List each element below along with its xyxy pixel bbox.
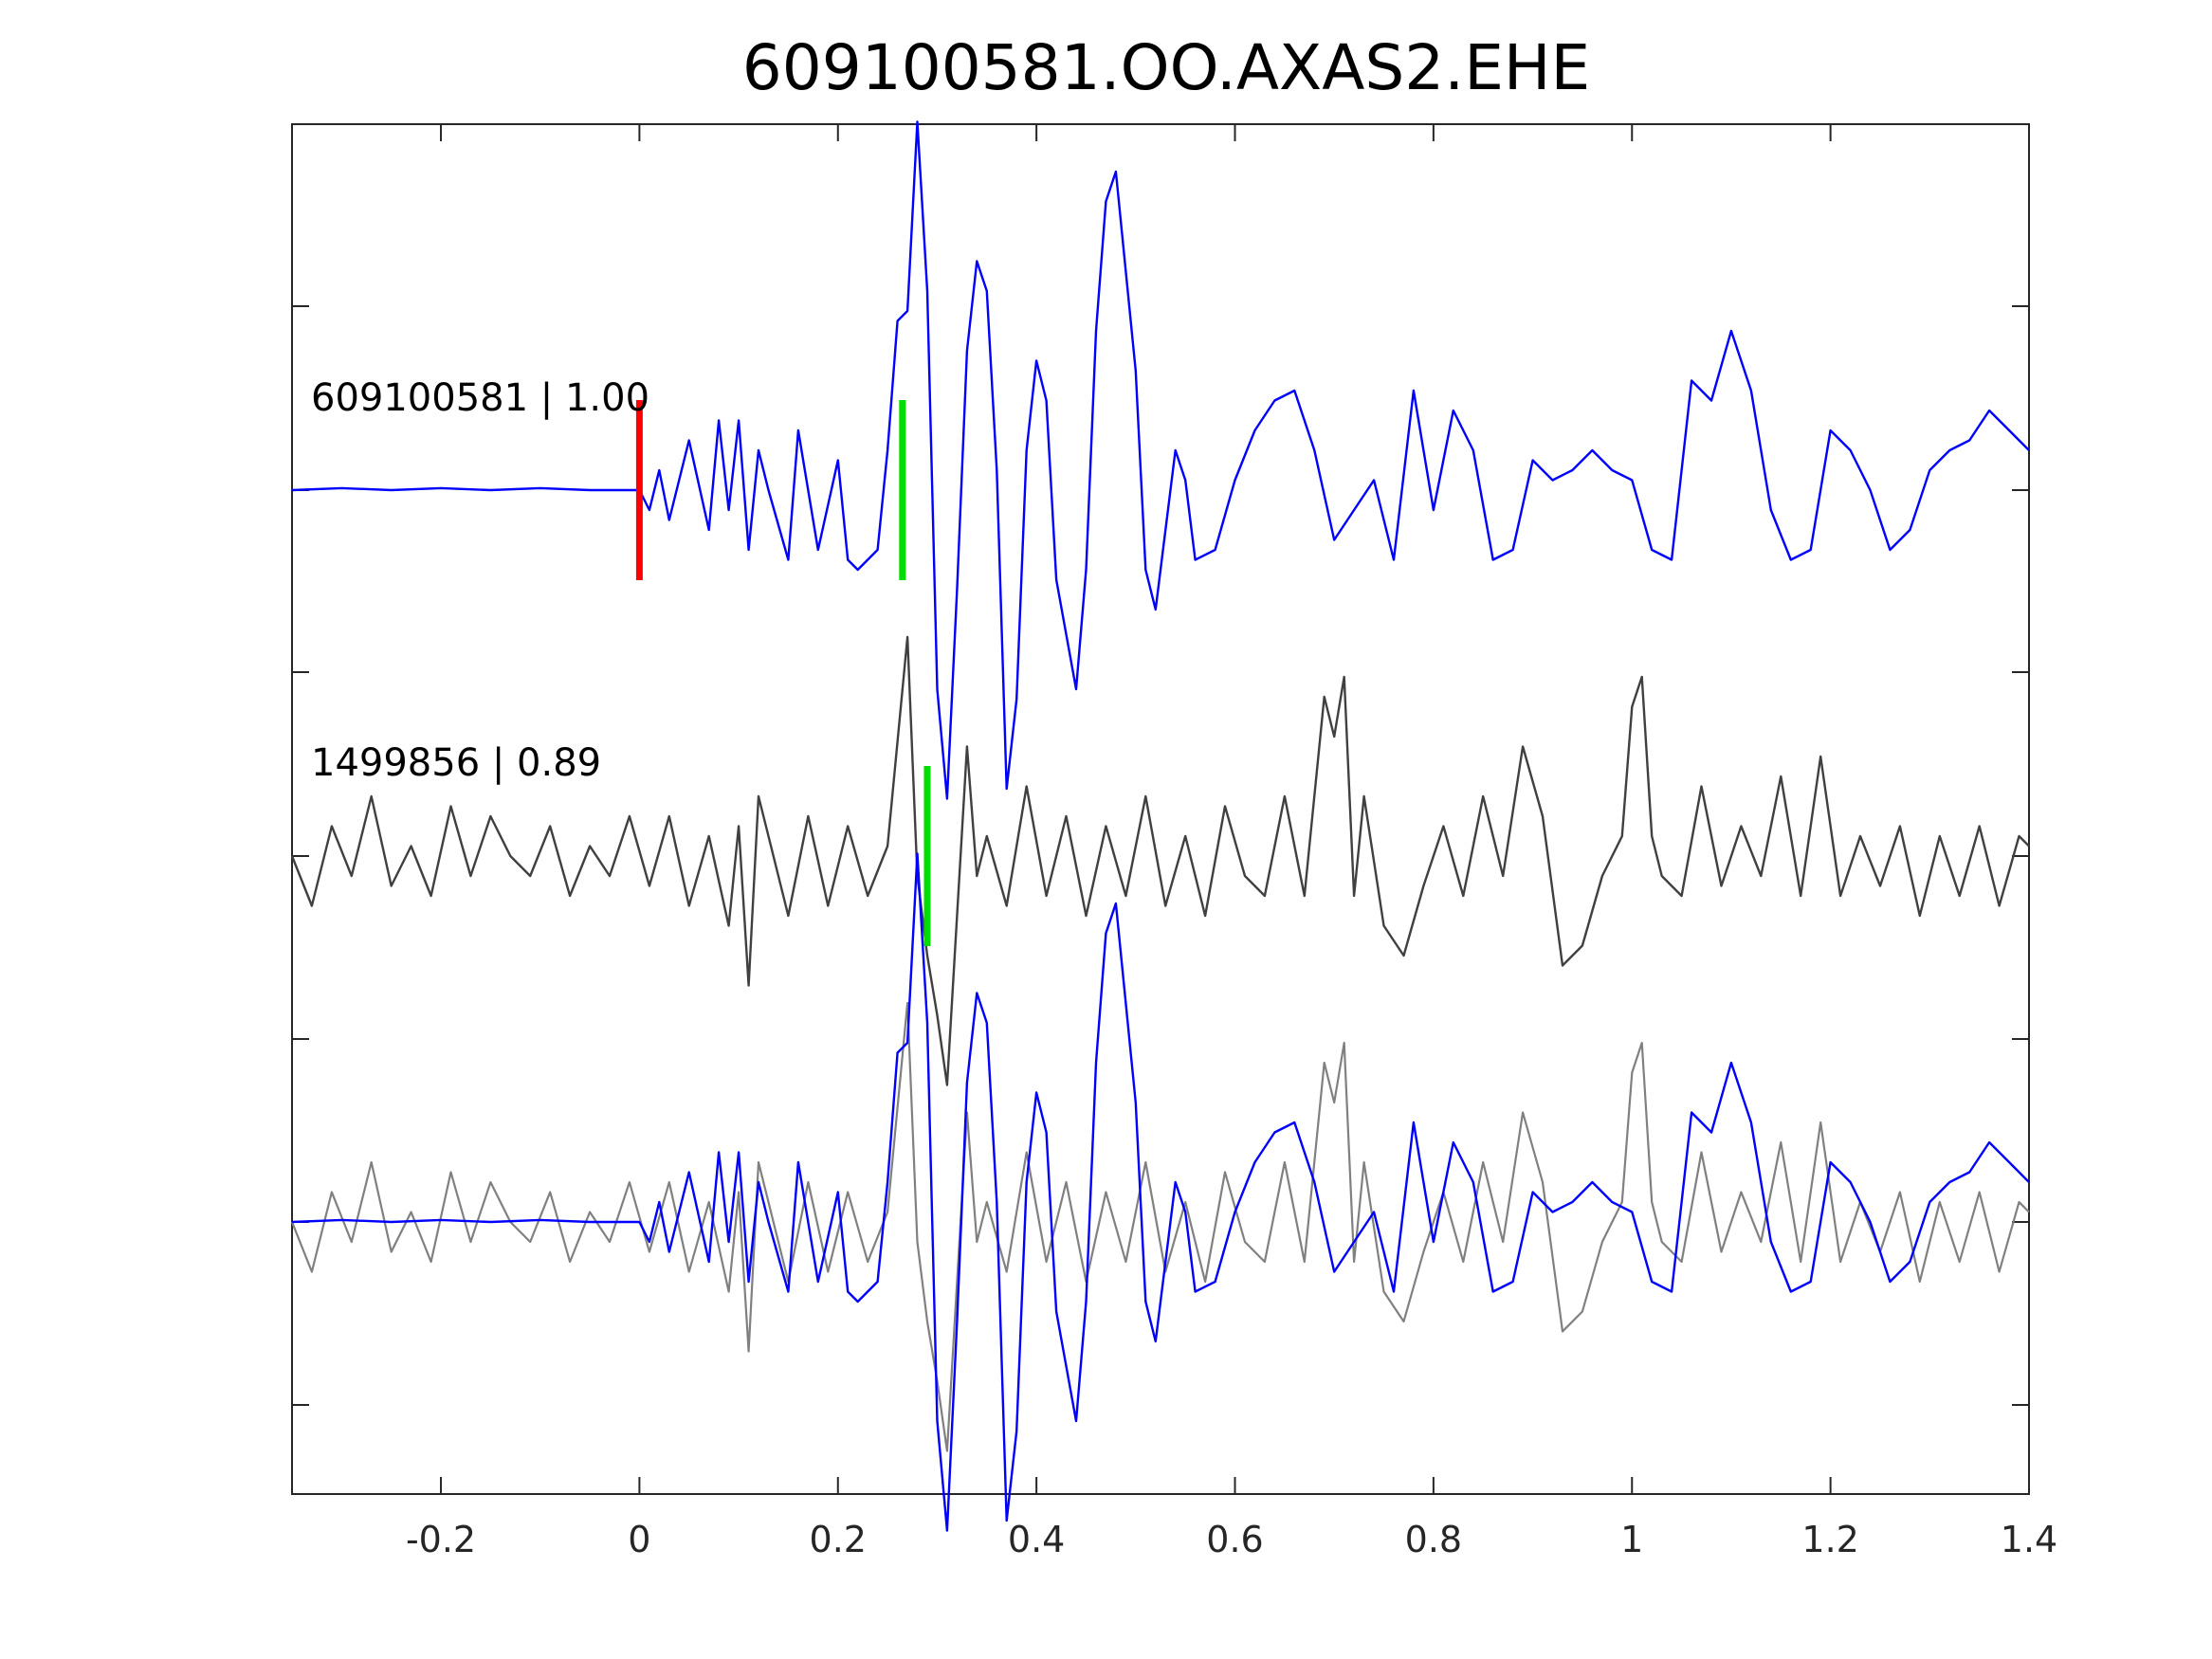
traces [290, 120, 2030, 1532]
x-tick-label-3: 0.4 [1008, 1519, 1065, 1560]
x-tick-label-2: 0.2 [810, 1519, 867, 1560]
x-tick-label-4: 0.6 [1206, 1519, 1263, 1560]
chart-title: 609100581.OO.AXAS2.EHE [742, 31, 1591, 104]
x-tick-label-7: 1.2 [1801, 1519, 1858, 1560]
x-tick-label-5: 0.8 [1405, 1519, 1462, 1560]
trace-label-detection: 1499856 | 0.89 [311, 741, 601, 785]
x-tick-label-0: -0.2 [406, 1519, 476, 1560]
plot-area [291, 123, 2030, 1495]
x-axis-ticks: -0.2 0 0.2 0.4 0.6 0.8 1 1.2 1.4 [406, 124, 2057, 1560]
x-tick-label-8: 1.4 [2001, 1519, 2057, 1560]
x-tick-label-6: 1 [1620, 1519, 1643, 1560]
detection-waveform [290, 635, 2030, 1086]
trace-label-template: 609100581 | 1.00 [311, 376, 649, 420]
template-waveform [291, 120, 2030, 800]
pick-markers [635, 400, 931, 946]
overlay-template-waveform [291, 852, 2030, 1532]
x-tick-label-1: 0 [628, 1519, 650, 1560]
